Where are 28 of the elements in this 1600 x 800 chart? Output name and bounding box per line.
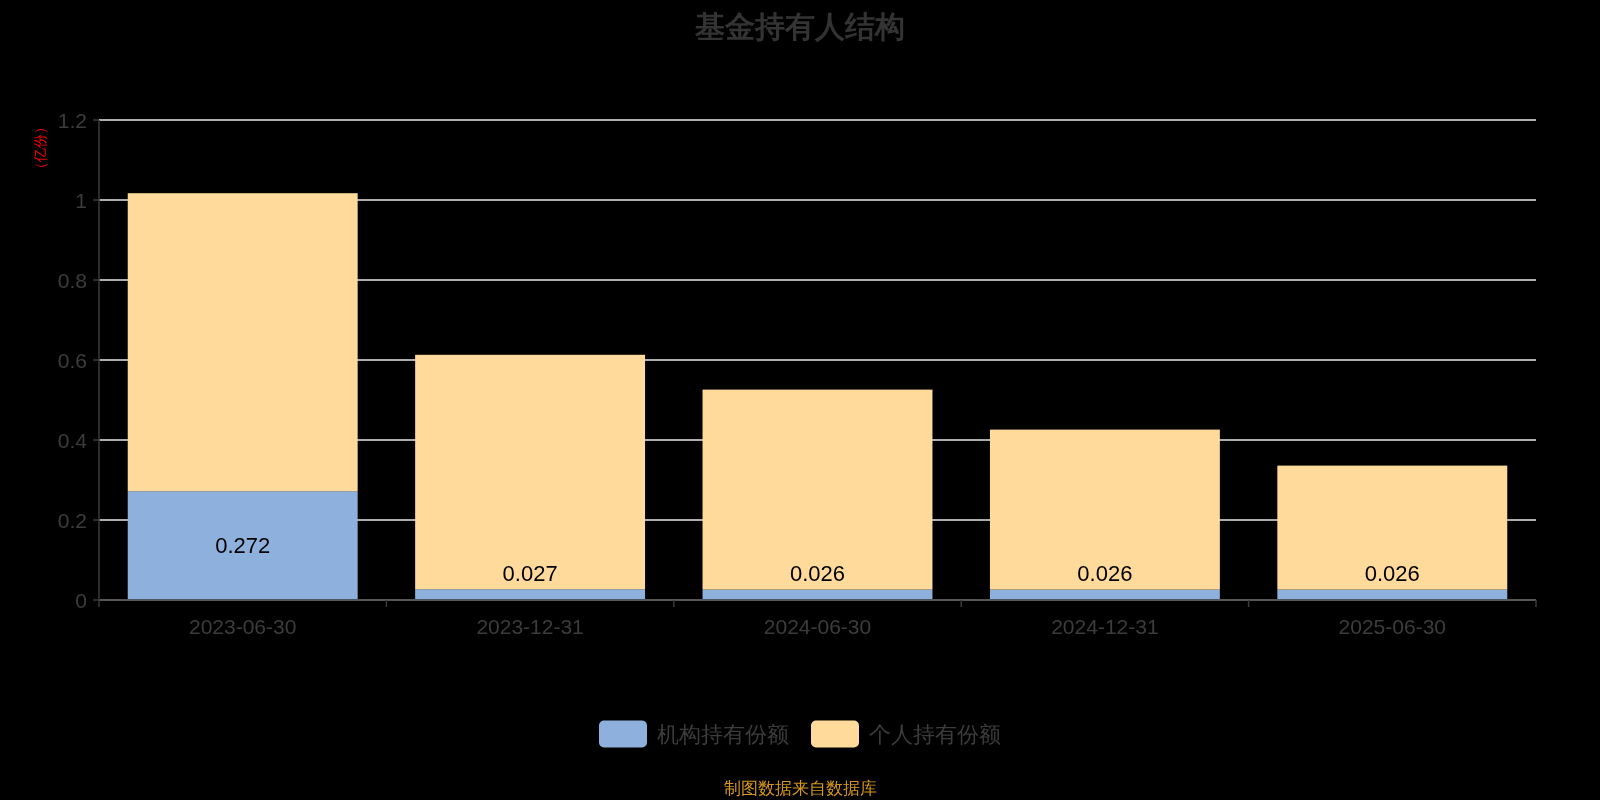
bar bbox=[415, 589, 646, 600]
y-tick-label: 0.4 bbox=[57, 428, 88, 452]
data-label: 0.026 bbox=[1077, 561, 1133, 587]
y-axis-title: （亿份） bbox=[32, 120, 48, 176]
y-tick-label: 0.6 bbox=[57, 348, 87, 372]
data-label: 0.027 bbox=[502, 560, 558, 586]
bar bbox=[702, 389, 933, 590]
x-tick-label: 2024-06-30 bbox=[763, 614, 872, 638]
y-tick-label: 1 bbox=[75, 188, 87, 212]
x-tick-label: 2025-06-30 bbox=[1338, 614, 1447, 638]
data-label: 0.026 bbox=[1364, 561, 1420, 587]
bar bbox=[127, 193, 358, 492]
x-tick-label: 2023-06-30 bbox=[188, 614, 297, 638]
y-tick-label: 1.2 bbox=[57, 108, 87, 132]
y-tick-label: 0.8 bbox=[57, 268, 87, 292]
bar bbox=[989, 429, 1220, 590]
y-tick-label: 0 bbox=[75, 588, 87, 612]
x-tick-label: 2024-12-31 bbox=[1051, 614, 1159, 638]
text: 制图数据来自数据库 bbox=[723, 778, 877, 798]
y-tick-label: 0.2 bbox=[57, 508, 87, 532]
x-tick-label: 2023-12-31 bbox=[476, 614, 584, 638]
data-label: 0.026 bbox=[789, 561, 846, 587]
data-label: 0.272 bbox=[215, 533, 271, 559]
bar bbox=[127, 491, 358, 600]
legend-label: 个人持有份额 bbox=[869, 721, 1001, 747]
legend-label: 机构持有份额 bbox=[657, 721, 789, 747]
bar bbox=[415, 354, 646, 590]
bar bbox=[1277, 465, 1508, 590]
